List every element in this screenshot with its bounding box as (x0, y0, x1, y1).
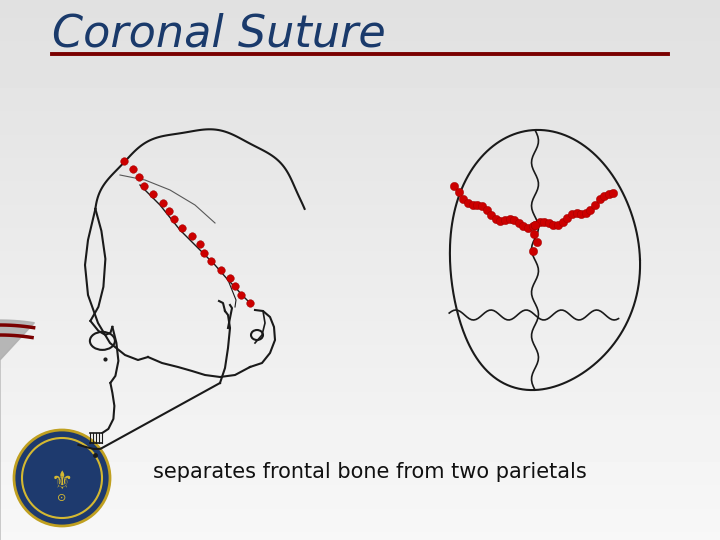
Text: ⊙: ⊙ (58, 493, 67, 503)
Text: Coronal Suture: Coronal Suture (52, 12, 386, 56)
Circle shape (14, 430, 110, 526)
Polygon shape (0, 320, 35, 540)
Text: separates frontal bone from two parietals: separates frontal bone from two parietal… (153, 462, 587, 482)
Text: ⚜: ⚜ (51, 470, 73, 494)
